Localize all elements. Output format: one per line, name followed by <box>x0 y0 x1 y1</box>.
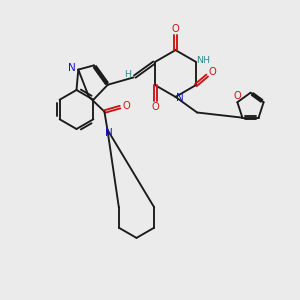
Text: O: O <box>209 67 217 77</box>
Text: O: O <box>152 101 159 112</box>
Text: N: N <box>68 63 76 74</box>
Text: N: N <box>176 93 183 103</box>
Text: O: O <box>122 100 130 111</box>
Text: H: H <box>124 70 131 79</box>
Text: N: N <box>105 128 112 138</box>
Text: O: O <box>233 91 241 100</box>
Text: NH: NH <box>196 56 211 65</box>
Text: O: O <box>172 24 179 34</box>
